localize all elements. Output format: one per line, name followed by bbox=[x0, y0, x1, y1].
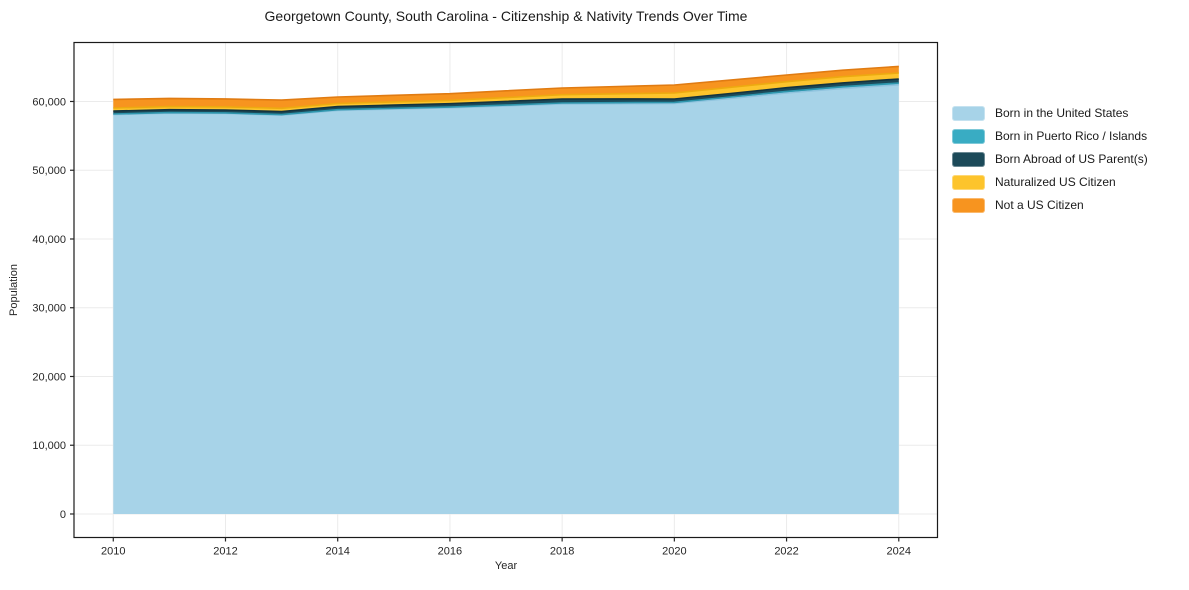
x-tick-label: 2010 bbox=[101, 546, 125, 558]
edge-not-citizen bbox=[113, 65, 899, 101]
legend-label-born-abroad: Born Abroad of US Parent(s) bbox=[995, 152, 1148, 166]
legend-swatch-not-citizen bbox=[952, 198, 985, 213]
y-axis-title: Population bbox=[8, 264, 20, 316]
edge-born-pr-islands bbox=[113, 82, 899, 116]
y-tick-label: 10,000 bbox=[32, 440, 66, 452]
legend-swatch-born-pr-islands bbox=[952, 129, 985, 144]
y-tick-label: 0 bbox=[60, 509, 66, 521]
legend-item-born-abroad: Born Abroad of US Parent(s) bbox=[952, 152, 1148, 167]
x-tick-label: 2022 bbox=[774, 546, 798, 558]
area-born-us bbox=[113, 84, 899, 515]
x-tick-label: 2012 bbox=[213, 546, 237, 558]
y-tick-label: 30,000 bbox=[32, 303, 66, 315]
legend: Born in the United States Born in Puerto … bbox=[952, 106, 1148, 213]
y-tick-label: 60,000 bbox=[32, 96, 66, 108]
x-tick-label: 2016 bbox=[438, 546, 462, 558]
area-born-abroad bbox=[113, 79, 899, 115]
x-tick-label: 2018 bbox=[550, 546, 574, 558]
legend-swatch-born-us bbox=[952, 106, 985, 121]
area-not-citizen bbox=[113, 66, 899, 109]
y-tick-label: 20,000 bbox=[32, 371, 66, 383]
x-tick-label: 2020 bbox=[662, 546, 686, 558]
legend-swatch-naturalized bbox=[952, 175, 985, 190]
y-tick-label: 40,000 bbox=[32, 234, 66, 246]
legend-item-naturalized: Naturalized US Citizen bbox=[952, 175, 1148, 190]
legend-label-not-citizen: Not a US Citizen bbox=[995, 198, 1084, 212]
legend-item-not-citizen: Not a US Citizen bbox=[952, 198, 1148, 213]
legend-item-born-us: Born in the United States bbox=[952, 106, 1148, 121]
chart-title: Georgetown County, South Carolina - Citi… bbox=[264, 8, 748, 24]
x-tick-label: 2014 bbox=[325, 546, 349, 558]
legend-swatch-born-abroad bbox=[952, 152, 985, 167]
legend-label-naturalized: Naturalized US Citizen bbox=[995, 175, 1116, 189]
y-tick-label: 50,000 bbox=[32, 165, 66, 177]
x-axis-title: Year bbox=[494, 560, 518, 572]
edge-naturalized bbox=[113, 72, 899, 110]
legend-label-born-us: Born in the United States bbox=[995, 106, 1129, 120]
x-tick-label: 2024 bbox=[887, 546, 911, 558]
edge-born-abroad bbox=[113, 78, 899, 113]
legend-label-born-pr-islands: Born in Puerto Rico / Islands bbox=[995, 129, 1148, 143]
legend-item-born-pr-islands: Born in Puerto Rico / Islands bbox=[952, 129, 1148, 144]
plot-border bbox=[73, 41, 939, 539]
